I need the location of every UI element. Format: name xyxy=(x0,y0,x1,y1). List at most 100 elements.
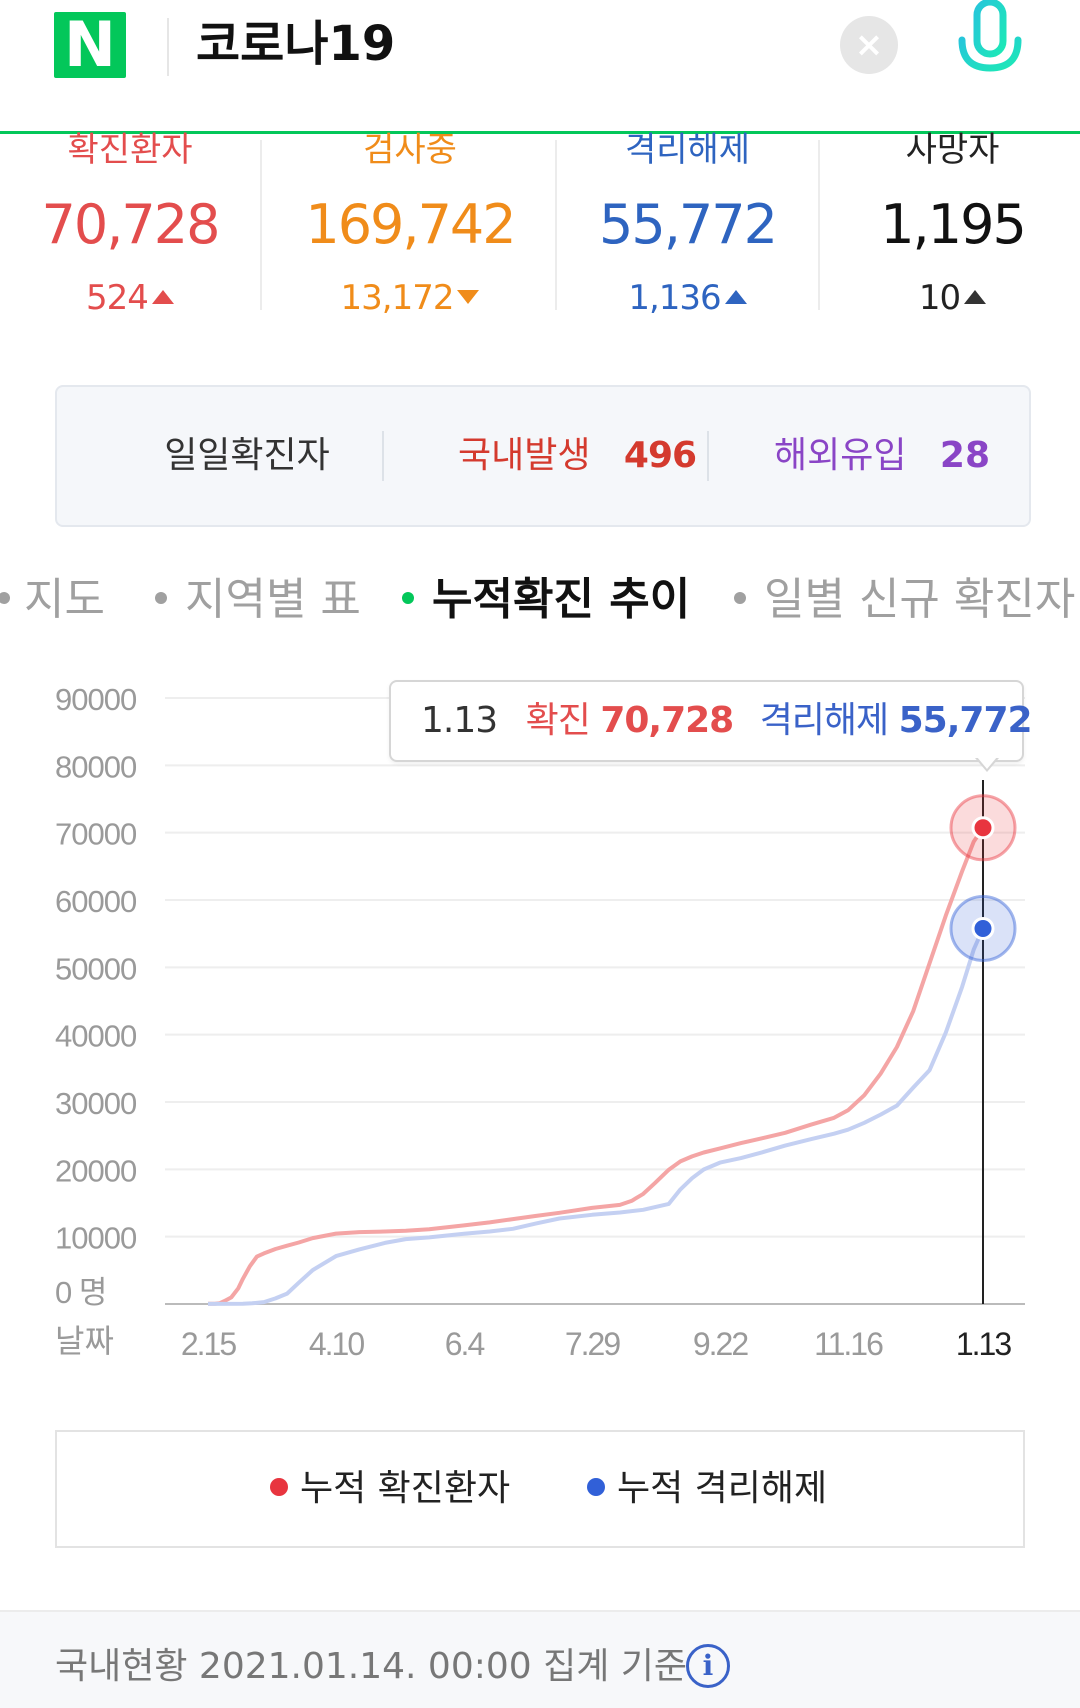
legend-label: 누적 격리해제 xyxy=(617,1468,828,1509)
stat-value: 1,195 xyxy=(880,193,1027,256)
chart-tooltip: 1.13 확진 70,728 격리해제 55,772 xyxy=(389,680,1033,762)
daily-confirmed-box: 일일확진자 국내발생 496 해외유입 28 xyxy=(55,385,1031,527)
marker-dot-released xyxy=(971,916,995,940)
legend-dot-icon xyxy=(270,1478,288,1496)
series-line-released xyxy=(207,927,985,1306)
x-tick-label: 7.29 xyxy=(565,1326,620,1362)
tooltip-content: 1.13 확진 70,728 격리해제 55,772 xyxy=(421,682,1033,760)
legend-label: 누적 확진환자 xyxy=(300,1468,511,1509)
stat-value: 70,728 xyxy=(41,193,221,256)
domestic-value: 496 xyxy=(623,435,697,476)
search-input[interactable]: 코로나19 xyxy=(196,16,396,72)
domestic-label: 국내발생 xyxy=(457,435,591,476)
stat-delta-text: 1,136 xyxy=(628,278,721,318)
stat-label: 확진환자 xyxy=(67,130,193,170)
microphone-icon xyxy=(958,0,1022,90)
stat-confirmed: 확진환자 70,728 524 xyxy=(30,130,230,320)
marker-dot-confirmed xyxy=(971,816,995,840)
stat-testing: 검사중 169,742 13,172 xyxy=(280,130,540,320)
overseas-label: 해외유입 xyxy=(773,435,907,476)
stats-summary: 확진환자 70,728 524 검사중 169,742 13,172 격리해제 … xyxy=(0,130,1080,320)
clear-search-button[interactable]: × xyxy=(840,16,898,74)
daily-divider xyxy=(382,431,384,481)
tab-label: 지역별 표 xyxy=(185,574,361,625)
stat-value: 169,742 xyxy=(305,193,516,256)
daily-title: 일일확진자 xyxy=(164,435,330,476)
stat-delta: 524 xyxy=(30,278,230,318)
tab-label: 일별 신규 확진자 xyxy=(764,574,1076,625)
tooltip-released-value: 55,772 xyxy=(898,700,1033,741)
y-tick-label: 0 명 xyxy=(55,1275,106,1310)
stat-label: 사망자 xyxy=(905,130,1000,170)
tooltip-arrow-fill xyxy=(977,757,997,769)
series-line-confirmed xyxy=(208,826,985,1306)
tooltip-confirmed-label: 확진 xyxy=(525,700,591,741)
y-tick-label: 20000 xyxy=(55,1153,137,1188)
y-tick-label: 80000 xyxy=(55,749,137,784)
y-tick-label: 40000 xyxy=(55,1019,137,1054)
chart-legend: 누적 확진환자 누적 격리해제 xyxy=(55,1430,1025,1548)
stat-delta: 1,136 xyxy=(575,278,800,318)
y-tick-label: 70000 xyxy=(55,817,137,852)
cumulative-chart[interactable]: 90000 80000 70000 60000 50000 40000 30000 20000… xyxy=(0,670,1080,1370)
tab-label: 지도 xyxy=(24,574,105,625)
stat-deaths: 사망자 1,195 10 xyxy=(840,130,1065,320)
y-tick-label: 30000 xyxy=(55,1086,137,1121)
y-tick-label: 50000 xyxy=(55,951,137,986)
x-tick-label: 1.13 xyxy=(956,1326,1011,1362)
legend-dot-icon xyxy=(587,1478,605,1496)
tooltip-released-label: 격리해제 xyxy=(759,700,889,741)
legend-item-confirmed[interactable]: 누적 확진환자 xyxy=(270,1432,510,1546)
tooltip-date: 1.13 xyxy=(421,700,498,741)
close-icon: × xyxy=(854,25,884,65)
bullet-icon xyxy=(734,592,746,604)
stat-released: 격리해제 55,772 1,136 xyxy=(575,130,800,320)
tooltip-confirmed-value: 70,728 xyxy=(600,700,734,741)
data-timestamp: 국내현황 2021.01.14. 00:00 집계 기준 xyxy=(55,1646,688,1687)
bullet-icon xyxy=(155,592,167,604)
tab-map[interactable]: 지도 xyxy=(0,565,105,635)
column-divider xyxy=(260,140,262,310)
stat-delta: 10 xyxy=(840,278,1065,318)
bullet-icon xyxy=(402,592,414,604)
footer-bar: 국내현황 2021.01.14. 00:00 집계 기준 i xyxy=(0,1610,1080,1708)
arrow-up-icon xyxy=(151,289,174,304)
daily-divider xyxy=(707,431,709,481)
tab-daily-new[interactable]: 일별 신규 확진자 xyxy=(734,565,1075,635)
stat-value: 55,772 xyxy=(599,193,778,256)
chart-svg: 90000 80000 70000 60000 50000 40000 30000 20000… xyxy=(55,682,1025,1362)
stat-delta-text: 10 xyxy=(918,278,961,318)
logo-letter: N xyxy=(64,8,116,81)
arrow-down-icon xyxy=(457,289,480,304)
x-axis-label: 날짜 xyxy=(55,1322,114,1360)
logo-divider xyxy=(167,18,169,76)
column-divider xyxy=(818,140,820,310)
x-tick-label: 9.22 xyxy=(693,1326,748,1362)
x-tick-label: 6.4 xyxy=(445,1326,485,1362)
naver-logo[interactable]: N xyxy=(54,12,126,78)
voice-search-button[interactable] xyxy=(950,0,1030,90)
chart-tabs: 지도 지역별 표 누적확진 추이 일별 신규 확진자 xyxy=(0,565,1080,635)
stat-label: 검사중 xyxy=(363,130,457,170)
y-tick-label: 10000 xyxy=(55,1221,137,1256)
info-icon[interactable]: i xyxy=(686,1644,730,1688)
y-tick-label: 60000 xyxy=(55,884,137,919)
daily-overseas: 해외유입 28 xyxy=(737,387,1027,525)
daily-domestic: 국내발생 496 xyxy=(397,387,757,525)
arrow-up-icon xyxy=(724,289,747,304)
legend-item-released[interactable]: 누적 격리해제 xyxy=(587,1432,827,1546)
tab-cumulative-trend[interactable]: 누적확진 추이 xyxy=(402,565,690,635)
tab-region-table[interactable]: 지역별 표 xyxy=(155,565,361,635)
stat-delta-text: 13,172 xyxy=(340,278,455,318)
stat-delta: 13,172 xyxy=(280,278,540,318)
tab-label: 누적확진 추이 xyxy=(432,574,691,625)
bullet-icon xyxy=(0,592,10,604)
x-tick-label: 11.16 xyxy=(814,1326,883,1362)
stat-label: 격리해제 xyxy=(624,130,751,170)
x-tick-label: 4.10 xyxy=(309,1326,364,1362)
column-divider xyxy=(555,140,557,310)
arrow-up-icon xyxy=(964,289,987,304)
x-tick-label: 2.15 xyxy=(181,1326,236,1362)
stat-delta-text: 524 xyxy=(86,278,149,318)
y-tick-label: 90000 xyxy=(55,682,137,717)
